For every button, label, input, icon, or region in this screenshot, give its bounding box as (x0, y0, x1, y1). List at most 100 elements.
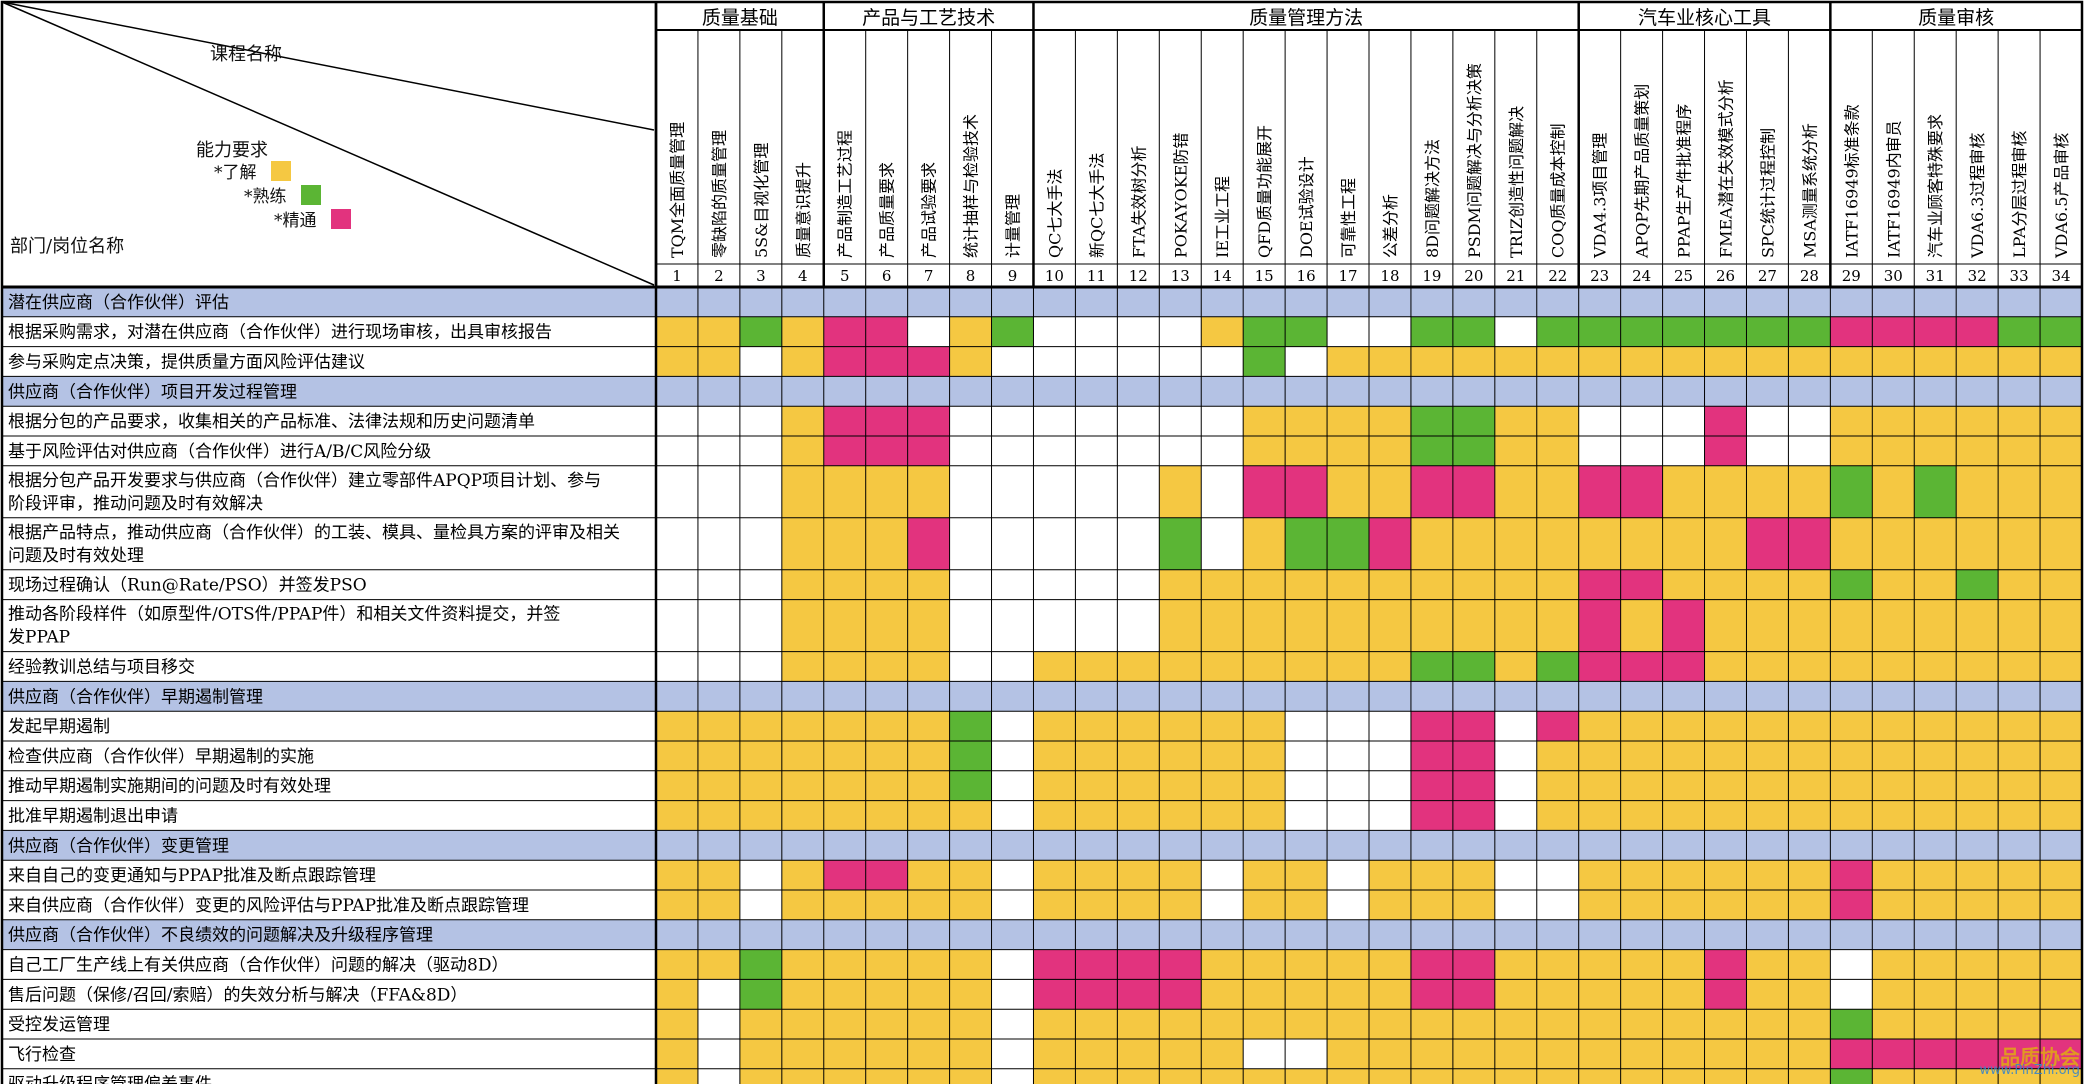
matrix-cell (865, 890, 908, 920)
matrix-cell (697, 436, 740, 466)
matrix-cell (991, 741, 1034, 771)
matrix-cell (1201, 517, 1244, 570)
matrix-cell (1830, 651, 1873, 682)
matrix-cell (1872, 436, 1915, 466)
matrix-cell (1662, 599, 1705, 652)
matrix-cell (1662, 436, 1705, 466)
matrix-cell (991, 346, 1034, 377)
matrix-cell (1788, 860, 1831, 890)
matrix-cell (781, 406, 824, 436)
matrix-cell (907, 860, 950, 890)
group-header: 产品与工艺技术 (862, 7, 995, 29)
matrix-cell (1452, 406, 1495, 436)
matrix-cell (1033, 1068, 1076, 1084)
matrix-cell (656, 599, 698, 652)
matrix-cell (1327, 316, 1369, 347)
matrix-cell (1410, 436, 1453, 466)
matrix-cell (1201, 599, 1244, 652)
matrix-cell (739, 860, 782, 890)
matrix-cell (1410, 1039, 1453, 1069)
matrix-cell (1159, 651, 1202, 682)
matrix-cell (865, 1068, 908, 1084)
matrix-cell (1578, 651, 1621, 682)
matrix-cell (1243, 1068, 1286, 1084)
matrix-cell (1998, 890, 2041, 920)
matrix-cell (1410, 890, 1453, 920)
matrix-cell (1452, 465, 1495, 518)
matrix-cell (907, 770, 950, 801)
matrix-cell (1578, 979, 1621, 1010)
course-number: 4 (798, 267, 808, 285)
matrix-cell (1662, 651, 1705, 682)
matrix-cell (1704, 1039, 1747, 1069)
matrix-cell (1452, 346, 1495, 377)
matrix-cell (656, 1068, 698, 1084)
matrix-cell (1998, 860, 2041, 890)
course-name: 质量意识提升 (794, 162, 813, 258)
matrix-cell (1914, 651, 1957, 682)
matrix-cell (1243, 711, 1286, 741)
matrix-cell (2040, 741, 2082, 771)
matrix-cell (1746, 346, 1789, 377)
course-name: IATF16949内审员 (1884, 120, 1903, 258)
matrix-cell (1410, 770, 1453, 801)
matrix-cell (781, 651, 824, 682)
matrix-cell (823, 741, 866, 771)
matrix-cell (1369, 770, 1411, 801)
matrix-cell (1117, 316, 1160, 347)
matrix-cell (1452, 949, 1495, 980)
matrix-cell (1830, 465, 1873, 518)
matrix-cell (697, 346, 740, 377)
group-header: 汽车业核心工具 (1638, 7, 1771, 29)
matrix-cell (2040, 1068, 2082, 1084)
matrix-cell (1872, 979, 1915, 1010)
matrix-cell (1998, 711, 2041, 741)
matrix-cell (1872, 465, 1915, 518)
matrix-cell (1201, 711, 1244, 741)
matrix-cell (1243, 465, 1286, 518)
matrix-cell (1662, 569, 1705, 600)
matrix-cell (2040, 711, 2082, 741)
row-label: 受控发运管理 (8, 1015, 110, 1035)
matrix-cell (1956, 436, 1999, 466)
matrix-cell (697, 465, 740, 518)
matrix-cell (1369, 979, 1411, 1010)
matrix-cell (1201, 741, 1244, 771)
matrix-cell (1536, 406, 1579, 436)
matrix-cell (656, 770, 698, 801)
course-number: 2 (714, 267, 724, 285)
matrix-cell (1704, 569, 1747, 600)
matrix-cell (949, 651, 992, 682)
matrix-cell (1830, 599, 1873, 652)
matrix-cell (823, 1009, 866, 1039)
matrix-cell (1494, 465, 1537, 518)
row-label: 售后问题（保修/召回/索赔）的失效分析与解决（FFA&8D） (8, 985, 467, 1005)
matrix-cell (1620, 890, 1663, 920)
matrix-cell (1746, 741, 1789, 771)
matrix-cell (1704, 949, 1747, 980)
matrix-cell (1830, 1039, 1873, 1069)
matrix-cell (1998, 1009, 2041, 1039)
course-name: 产品质量要求 (878, 162, 897, 258)
matrix-cell (1536, 436, 1579, 466)
matrix-cell (1830, 569, 1873, 600)
matrix-cell (823, 890, 866, 920)
matrix-cell (1494, 979, 1537, 1010)
matrix-cell (991, 1039, 1034, 1069)
matrix-cell (1872, 599, 1915, 652)
row-label: 参与采购定点决策，提供质量方面风险评估建议 (8, 353, 365, 373)
matrix-cell (1872, 517, 1915, 570)
matrix-cell (991, 711, 1034, 741)
matrix-cell (1369, 316, 1411, 347)
matrix-cell (1159, 949, 1202, 980)
matrix-cell (1620, 860, 1663, 890)
matrix-cell (1327, 1039, 1369, 1069)
matrix-cell (949, 1009, 992, 1039)
matrix-cell (1872, 860, 1915, 890)
matrix-cell (1369, 1009, 1411, 1039)
matrix-cell (1452, 651, 1495, 682)
matrix-cell (697, 651, 740, 682)
matrix-cell (1914, 465, 1957, 518)
matrix-cell (1369, 1068, 1411, 1084)
matrix-cell (1914, 1068, 1957, 1084)
